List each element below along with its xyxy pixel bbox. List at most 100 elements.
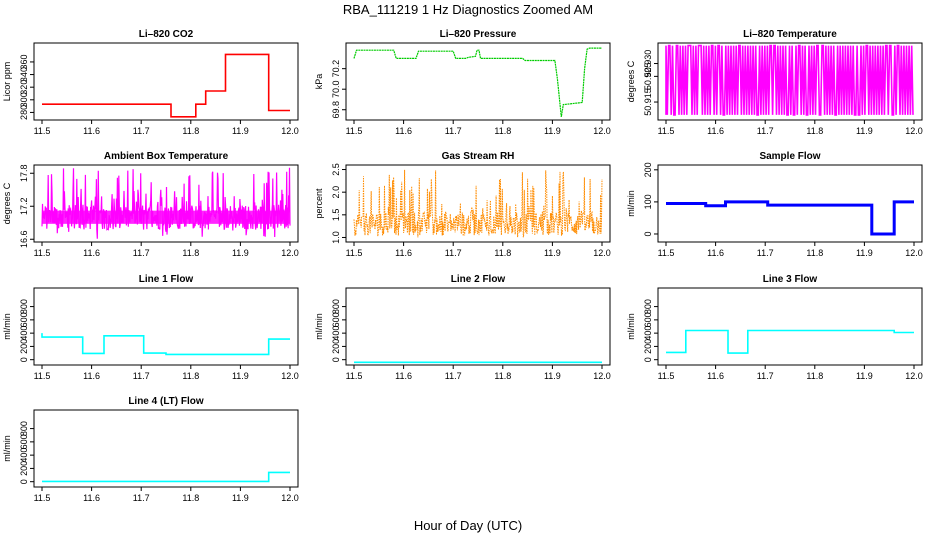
x-tick-label: 11.6: [83, 493, 100, 503]
y-tick-label: 17.8: [19, 164, 29, 182]
y-axis-label: ml/min: [314, 313, 324, 340]
y-tick-label: 800: [19, 421, 29, 436]
y-axis-label: Licor ppm: [2, 62, 12, 102]
panel-4: Ambient Box Temperature 11.5 11.6 11.7 11.8 1…: [2, 151, 299, 258]
data-line: [353, 47, 602, 117]
y-tick-label: 800: [331, 299, 341, 314]
y-tick-label: 2.5: [331, 163, 341, 176]
plot-frame: [33, 409, 299, 488]
x-axis-label: Hour of Day (UTC): [413, 518, 523, 533]
x-tick-label: 11.8: [182, 371, 199, 381]
y-tick-label: 280: [19, 105, 29, 120]
y-tick-label: 600: [19, 312, 29, 327]
x-tick-label: 11.8: [494, 371, 511, 381]
y-tick-label: 340: [19, 67, 29, 82]
x-tick-label: 11.9: [232, 371, 249, 381]
x-tick-label: 11.8: [182, 126, 199, 136]
x-tick-label: 12.0: [281, 248, 299, 258]
y-tick-label: 400: [19, 326, 29, 341]
y-tick-label: 600: [19, 434, 29, 449]
data-line: [42, 471, 290, 483]
x-tick-label: 11.6: [395, 371, 412, 381]
x-tick-label: 11.5: [346, 248, 363, 258]
panel-1: Li–820 CO2 11.5 11.6 11.7 11.8 11.9 12.0 280300…: [2, 29, 299, 136]
panel-title: Ambient Box Temperature: [104, 151, 229, 162]
x-tick-label: 11.6: [707, 371, 724, 381]
x-tick-label: 11.8: [182, 248, 199, 258]
y-tick-label: 50.915: [643, 88, 653, 116]
plot-frame: [33, 164, 299, 243]
y-axis-label: ml/min: [626, 190, 636, 217]
x-tick-label: 11.7: [757, 371, 774, 381]
y-tick-label: 100: [643, 194, 653, 209]
y-tick-label: 600: [643, 312, 653, 327]
y-axis-label: percent: [314, 188, 324, 219]
y-tick-label: 400: [19, 448, 29, 463]
data-line: [41, 333, 290, 356]
y-tick-label: 200: [643, 162, 653, 177]
panel-title: Line 2 Flow: [451, 274, 506, 285]
data-line: [665, 44, 914, 116]
plot-frame: [657, 164, 923, 243]
y-tick-label: 70.0: [331, 80, 341, 98]
x-tick-label: 12.0: [593, 371, 611, 381]
data-line: [42, 53, 290, 118]
x-tick-label: 11.6: [395, 126, 412, 136]
plot-frame: [33, 42, 299, 121]
y-tick-label: 200: [643, 339, 653, 354]
y-tick-label: 300: [19, 92, 29, 107]
panel-title: Line 1 Flow: [139, 274, 194, 285]
panel-7: Line 1 Flow 11.5 11.6 11.7 11.8 11.9 12.0 0 2004…: [2, 274, 299, 381]
x-tick-label: 11.9: [544, 126, 561, 136]
x-tick-label: 11.7: [133, 248, 150, 258]
y-tick-label: 400: [331, 326, 341, 341]
x-tick-label: 11.8: [806, 126, 823, 136]
y-tick-label: 800: [19, 299, 29, 314]
page-title: RBA_111219 1 Hz Diagnostics Zoomed AM: [342, 2, 594, 17]
y-tick-label: 600: [331, 312, 341, 327]
x-tick-label: 11.9: [544, 248, 561, 258]
x-tick-label: 11.7: [445, 248, 462, 258]
y-tick-label: 0: [643, 357, 653, 362]
x-tick-label: 11.6: [83, 371, 100, 381]
x-tick-label: 11.9: [856, 126, 873, 136]
x-tick-label: 11.9: [232, 126, 249, 136]
x-tick-label: 11.8: [182, 493, 199, 503]
x-tick-label: 12.0: [593, 248, 611, 258]
data-line: [353, 169, 603, 238]
y-axis-label: ml/min: [2, 435, 12, 462]
y-tick-label: 50.930: [643, 50, 653, 78]
panel-10: Line 4 (LT) Flow 11.5 11.6 11.7 11.8 11.9 12.0…: [2, 396, 299, 503]
y-tick-label: 16.6: [19, 230, 29, 248]
y-axis-label: degrees C: [626, 60, 636, 102]
x-tick-label: 11.5: [346, 126, 363, 136]
x-tick-label: 11.8: [806, 248, 823, 258]
y-tick-label: 200: [19, 461, 29, 476]
x-tick-label: 11.7: [133, 371, 150, 381]
y-tick-label: 320: [19, 80, 29, 95]
x-tick-label: 12.0: [905, 371, 923, 381]
plot-frame: [657, 42, 923, 121]
panel-5: Gas Stream RH 11.5 11.6 11.7 11.8 11.9 12.0 1.0…: [314, 151, 611, 258]
data-line: [666, 329, 914, 354]
y-tick-label: 17.2: [19, 197, 29, 215]
y-tick-label: 0: [19, 357, 29, 362]
panel-title: Li–820 Pressure: [440, 29, 517, 40]
x-tick-label: 12.0: [281, 371, 299, 381]
panel-2: Li–820 Pressure 11.5 11.6 11.7 11.8 11.9 12.0 6…: [314, 29, 611, 136]
y-tick-label: 1.5: [331, 209, 341, 222]
x-tick-label: 11.7: [133, 493, 150, 503]
x-tick-label: 11.7: [445, 371, 462, 381]
x-tick-label: 11.9: [232, 248, 249, 258]
panel-title: Li–820 CO2: [139, 29, 194, 40]
x-tick-label: 11.6: [395, 248, 412, 258]
plot-frame: [33, 287, 299, 366]
x-tick-label: 11.5: [658, 248, 675, 258]
x-tick-label: 11.5: [34, 126, 51, 136]
data-band: [42, 210, 290, 224]
x-tick-label: 11.6: [707, 126, 724, 136]
x-tick-label: 11.5: [34, 493, 51, 503]
data-line: [41, 167, 291, 239]
x-tick-label: 11.6: [83, 126, 100, 136]
